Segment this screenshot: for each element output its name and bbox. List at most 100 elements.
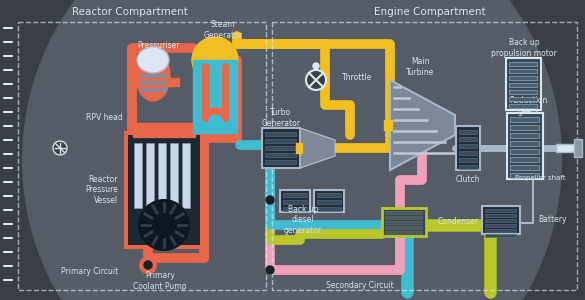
Text: Reactor Compartment: Reactor Compartment xyxy=(72,7,188,17)
Bar xyxy=(509,90,537,94)
Bar xyxy=(510,173,539,178)
Bar xyxy=(265,160,296,164)
Bar xyxy=(510,125,539,130)
Bar xyxy=(459,151,477,155)
Bar xyxy=(510,117,539,122)
Bar xyxy=(262,128,300,168)
Text: Primary Circuit: Primary Circuit xyxy=(61,268,119,277)
Bar xyxy=(510,133,539,138)
Circle shape xyxy=(166,34,418,286)
Bar xyxy=(280,190,310,212)
Text: Condenser: Condenser xyxy=(438,218,479,226)
Bar xyxy=(556,144,578,152)
Circle shape xyxy=(76,0,508,300)
Circle shape xyxy=(184,52,400,268)
Bar xyxy=(18,22,266,290)
Circle shape xyxy=(313,63,319,69)
Text: Engine Compartment: Engine Compartment xyxy=(374,7,486,17)
Text: Main
Turbine: Main Turbine xyxy=(406,57,434,77)
Circle shape xyxy=(306,70,326,90)
Text: Reduction
gears: Reduction gears xyxy=(509,96,547,116)
Bar xyxy=(509,83,537,87)
Text: Battery: Battery xyxy=(538,215,566,224)
Bar xyxy=(283,193,307,197)
Polygon shape xyxy=(300,128,335,168)
Bar xyxy=(124,131,204,249)
Circle shape xyxy=(53,141,67,155)
Text: Back up
diesel
generator: Back up diesel generator xyxy=(284,205,322,235)
Bar xyxy=(170,143,178,208)
Bar xyxy=(133,123,195,137)
Bar xyxy=(385,226,422,229)
Bar xyxy=(459,130,477,134)
Bar xyxy=(317,207,341,211)
Circle shape xyxy=(256,124,328,196)
Bar xyxy=(485,214,516,217)
Bar xyxy=(167,78,179,86)
Bar xyxy=(139,74,167,78)
Bar xyxy=(507,113,543,179)
Circle shape xyxy=(266,196,274,204)
Bar xyxy=(182,143,190,208)
Bar xyxy=(265,139,296,143)
Circle shape xyxy=(202,70,382,250)
Bar xyxy=(296,143,302,153)
Bar xyxy=(510,149,539,154)
Bar xyxy=(482,206,520,234)
Text: Back up
propulsion motor: Back up propulsion motor xyxy=(491,38,557,58)
Bar xyxy=(317,193,341,197)
Bar xyxy=(158,143,166,208)
Circle shape xyxy=(274,142,310,178)
Bar xyxy=(385,216,422,219)
Text: Propellor shaft: Propellor shaft xyxy=(515,175,565,181)
Bar xyxy=(509,104,537,108)
Bar xyxy=(283,207,307,211)
Text: Clutch: Clutch xyxy=(456,176,480,184)
Bar xyxy=(459,137,477,141)
Bar xyxy=(139,81,167,85)
Text: Secondary Circuit: Secondary Circuit xyxy=(326,280,394,290)
Text: Pressuriser: Pressuriser xyxy=(137,40,179,50)
Circle shape xyxy=(22,0,562,300)
Bar xyxy=(265,146,296,150)
Circle shape xyxy=(94,0,490,300)
Bar xyxy=(509,76,537,80)
Text: Steam
Generator: Steam Generator xyxy=(204,20,243,40)
Bar xyxy=(510,165,539,170)
Bar xyxy=(385,211,422,214)
Circle shape xyxy=(40,0,544,300)
Ellipse shape xyxy=(136,51,170,101)
Bar xyxy=(384,120,392,130)
Bar xyxy=(574,139,582,157)
Text: Throttle: Throttle xyxy=(342,74,373,82)
Circle shape xyxy=(148,16,436,300)
Text: RPV head: RPV head xyxy=(86,113,123,122)
Bar xyxy=(314,190,344,212)
Ellipse shape xyxy=(192,37,238,83)
Circle shape xyxy=(238,106,346,214)
Circle shape xyxy=(144,261,152,269)
Bar xyxy=(510,141,539,146)
Bar xyxy=(485,234,516,237)
Bar xyxy=(485,224,516,227)
Bar xyxy=(265,153,296,157)
Bar xyxy=(456,126,480,170)
Bar xyxy=(459,144,477,148)
Circle shape xyxy=(130,0,454,300)
Bar xyxy=(265,132,296,136)
Bar xyxy=(485,219,516,222)
Bar xyxy=(272,22,577,290)
Bar xyxy=(459,158,477,162)
Circle shape xyxy=(266,266,274,274)
Circle shape xyxy=(144,261,152,269)
Bar xyxy=(385,221,422,224)
Bar xyxy=(506,58,541,110)
Circle shape xyxy=(112,0,472,300)
Bar xyxy=(509,69,537,73)
Circle shape xyxy=(138,199,190,251)
Circle shape xyxy=(58,0,526,300)
Bar xyxy=(146,143,154,208)
Bar xyxy=(283,200,307,204)
Bar xyxy=(128,135,200,245)
Polygon shape xyxy=(390,80,455,170)
